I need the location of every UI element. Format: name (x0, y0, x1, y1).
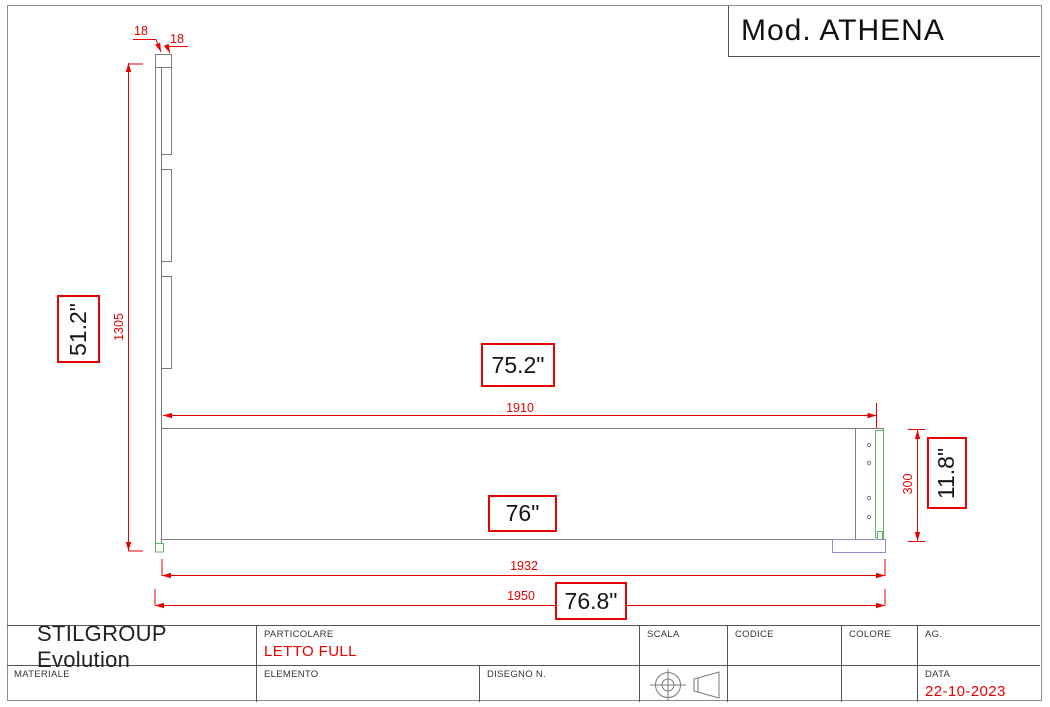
dim-1950: 1950 (507, 589, 535, 603)
dim-1305: 1305 (112, 313, 126, 341)
model-name: Mod. ATHENA (741, 14, 945, 47)
projection-cell (640, 666, 728, 702)
colore-cell: COLORE (842, 626, 918, 666)
foot-end-panel (875, 430, 884, 538)
dimbox-51-2in: 51.2" (57, 295, 100, 363)
headboard-back-panel (155, 67, 162, 552)
materiale-label: MATERIALE (14, 669, 70, 680)
data-label: DATA (925, 669, 951, 680)
headboard-slat-3 (161, 276, 172, 369)
dim-75-2in: 75.2" (491, 351, 545, 378)
title-block: STILGROUP Evolution PARTICOLARE LETTO FU… (7, 621, 1040, 702)
disegno-label: DISEGNO N. (487, 669, 546, 680)
disegno-cell: DISEGNO N. (480, 666, 640, 702)
dim-11-8in: 11.8" (933, 447, 960, 499)
headboard-top-cap (155, 54, 172, 68)
headboard-foot (155, 543, 164, 553)
sheet-border (7, 5, 1042, 701)
dim-18-back: 18 (134, 24, 148, 38)
elemento-label: ELEMENTO (264, 669, 319, 680)
codice-value-cell (728, 666, 842, 702)
dimbox-75-2in: 75.2" (481, 343, 555, 387)
scala-label: SCALA (647, 629, 680, 640)
ag-label: AG. (925, 629, 943, 640)
particolare-value: LETTO FULL (264, 643, 357, 660)
ag-cell: AG. (918, 626, 1040, 666)
leader-18-back (133, 39, 162, 53)
screw-holes (866, 442, 872, 520)
dimbox-76-8in: 76.8" (555, 582, 627, 620)
first-angle-projection-icon (650, 669, 720, 701)
dimbox-11-8in: 11.8" (927, 437, 967, 509)
bed-structure (155, 54, 884, 552)
bed-foot-block (832, 539, 886, 553)
colore-value-cell (842, 666, 918, 702)
dim-18-front: 18 (170, 32, 184, 46)
dim-1910: 1910 (506, 401, 534, 415)
dim-76in: 76" (505, 500, 540, 526)
company-cell: STILGROUP Evolution (7, 621, 257, 672)
headboard-slat-2 (161, 169, 172, 262)
leader-18-front (163, 43, 188, 54)
colore-label: COLORE (849, 629, 891, 640)
particolare-cell: PARTICOLARE LETTO FULL (257, 626, 640, 666)
dim-76-8in: 76.8" (564, 587, 618, 614)
data-value: 22-10-2023 (925, 683, 1006, 700)
elemento-cell: ELEMENTO (257, 666, 480, 702)
particolare-label: PARTICOLARE (264, 629, 334, 640)
company-name: STILGROUP Evolution (37, 621, 167, 672)
dimbox-76in: 76" (488, 495, 557, 532)
scala-cell: SCALA (640, 626, 728, 666)
materiale-cell: MATERIALE (7, 666, 257, 702)
dim-51-2in: 51.2" (65, 302, 91, 356)
dim-1932: 1932 (510, 559, 538, 573)
foot-end-notch (877, 531, 883, 540)
codice-label: CODICE (735, 629, 774, 640)
headboard-slat-1 (161, 67, 172, 155)
dimension-lines (125, 39, 925, 609)
codice-cell: CODICE (728, 626, 842, 666)
green-parts (155, 430, 884, 553)
data-cell: DATA 22-10-2023 (918, 666, 1040, 702)
model-title-box: Mod. ATHENA (728, 6, 1040, 57)
dim-300: 300 (901, 473, 915, 495)
